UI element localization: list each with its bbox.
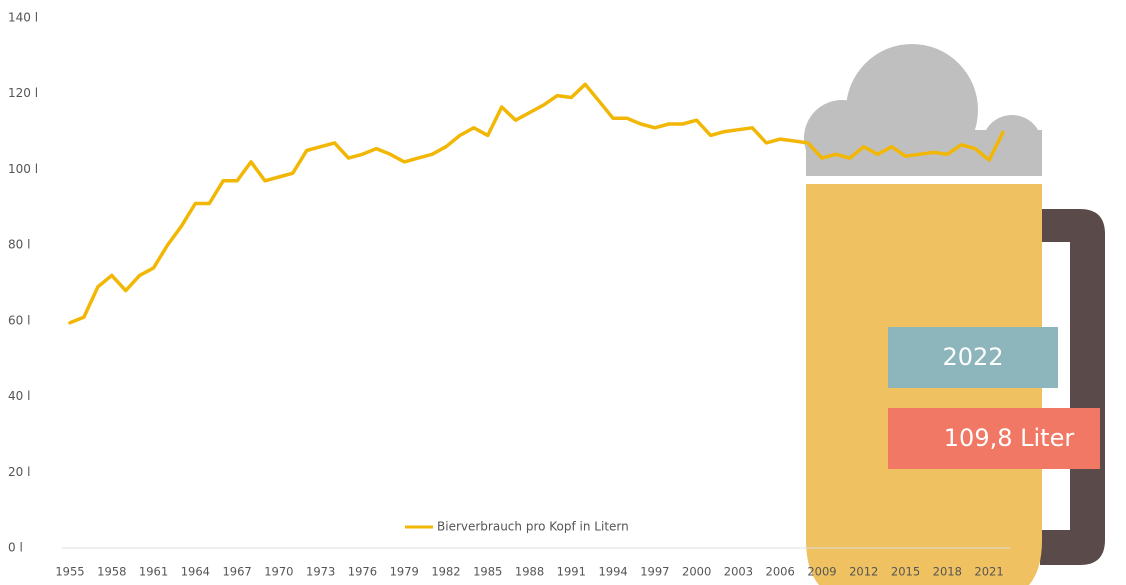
x-tick-label: 1994	[598, 565, 627, 579]
x-tick-label: 2018	[933, 565, 962, 579]
y-tick-label: 60 l	[8, 313, 30, 327]
x-tick-label: 1982	[431, 565, 460, 579]
x-tick-label: 2000	[682, 565, 711, 579]
x-tick-label: 1997	[640, 565, 669, 579]
mug-handle	[1040, 209, 1105, 565]
x-tick-label: 1991	[557, 565, 586, 579]
x-tick-label: 1967	[222, 565, 251, 579]
data-line	[68, 82, 1005, 325]
x-tick-label: 1976	[348, 565, 377, 579]
y-tick-label: 0 l	[8, 541, 23, 555]
y-tick-label: 40 l	[8, 389, 30, 403]
x-tick-label: 1958	[97, 565, 126, 579]
legend-label: Bierverbrauch pro Kopf in Litern	[437, 520, 629, 534]
x-tick-label: 1961	[139, 565, 168, 579]
year-label: 2022	[942, 343, 1003, 371]
value-label: 109,8 Liter	[944, 424, 1075, 452]
x-tick-label: 2012	[849, 565, 878, 579]
beer-mug	[804, 44, 1105, 585]
x-tick-label: 1979	[390, 565, 419, 579]
x-tick-label: 2021	[974, 565, 1003, 579]
x-tick-label: 2003	[724, 565, 753, 579]
x-tick-label: 2009	[807, 565, 836, 579]
y-tick-label: 80 l	[8, 238, 30, 252]
x-tick-label: 2015	[891, 565, 920, 579]
x-tick-label: 1970	[264, 565, 293, 579]
y-tick-label: 100 l	[8, 162, 38, 176]
y-tick-label: 120 l	[8, 86, 38, 100]
value-box	[888, 408, 1100, 469]
x-tick-label: 1973	[306, 565, 335, 579]
y-tick-label: 140 l	[8, 11, 38, 25]
y-tick-label: 20 l	[8, 465, 30, 479]
year-box	[888, 327, 1058, 388]
x-tick-label: 2006	[766, 565, 795, 579]
x-tick-label: 1985	[473, 565, 502, 579]
x-tick-label: 1964	[181, 565, 210, 579]
x-tick-label: 1955	[55, 565, 84, 579]
x-tick-label: 1988	[515, 565, 544, 579]
